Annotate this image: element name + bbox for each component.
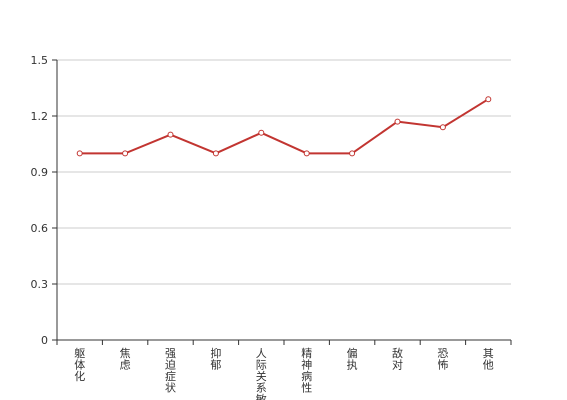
series-points bbox=[76, 96, 492, 157]
x-category-label: 抑郁 bbox=[210, 346, 221, 372]
x-category-label: 其他 bbox=[483, 347, 494, 372]
data-point bbox=[258, 129, 265, 136]
axes bbox=[52, 59, 512, 345]
x-category-label: 强迫症状 bbox=[165, 347, 176, 395]
data-point bbox=[485, 96, 492, 103]
x-category-label: 人际关系敏感 bbox=[256, 347, 267, 400]
data-point bbox=[76, 150, 83, 157]
y-axis-tick-labels: 0 0.3 0.6 0.9 1.2 1.5 bbox=[31, 54, 49, 347]
series-line-path bbox=[79, 98, 489, 155]
grid-lines bbox=[57, 59, 511, 285]
y-tick-label: 0.3 bbox=[31, 278, 49, 291]
data-point bbox=[212, 150, 219, 157]
x-category-label: 焦虑 bbox=[120, 347, 131, 372]
x-category-label: 精神病性 bbox=[301, 347, 312, 395]
y-tick-label: 0.6 bbox=[31, 222, 49, 235]
data-point bbox=[349, 150, 356, 157]
x-category-label: 偏执 bbox=[347, 346, 358, 372]
series-line bbox=[79, 98, 489, 155]
y-tick-label: 1.5 bbox=[31, 54, 49, 67]
y-tick-label: 1.2 bbox=[31, 110, 49, 123]
data-point bbox=[439, 124, 446, 131]
x-category-label: 敌对 bbox=[392, 346, 403, 372]
x-category-label: 躯体化 bbox=[74, 347, 85, 383]
data-point bbox=[303, 150, 310, 157]
x-axis-category-labels: 躯体化 焦虑 强迫症状 抑郁 人际关系敏感 精神病性 偏执 敌对 恐怖 其他 bbox=[74, 346, 494, 400]
data-point bbox=[122, 150, 129, 157]
y-tick-label: 0.9 bbox=[31, 166, 49, 179]
data-point bbox=[167, 131, 174, 138]
data-point bbox=[394, 118, 401, 125]
y-tick-label: 0 bbox=[41, 334, 48, 347]
x-category-label: 恐怖 bbox=[437, 347, 448, 372]
